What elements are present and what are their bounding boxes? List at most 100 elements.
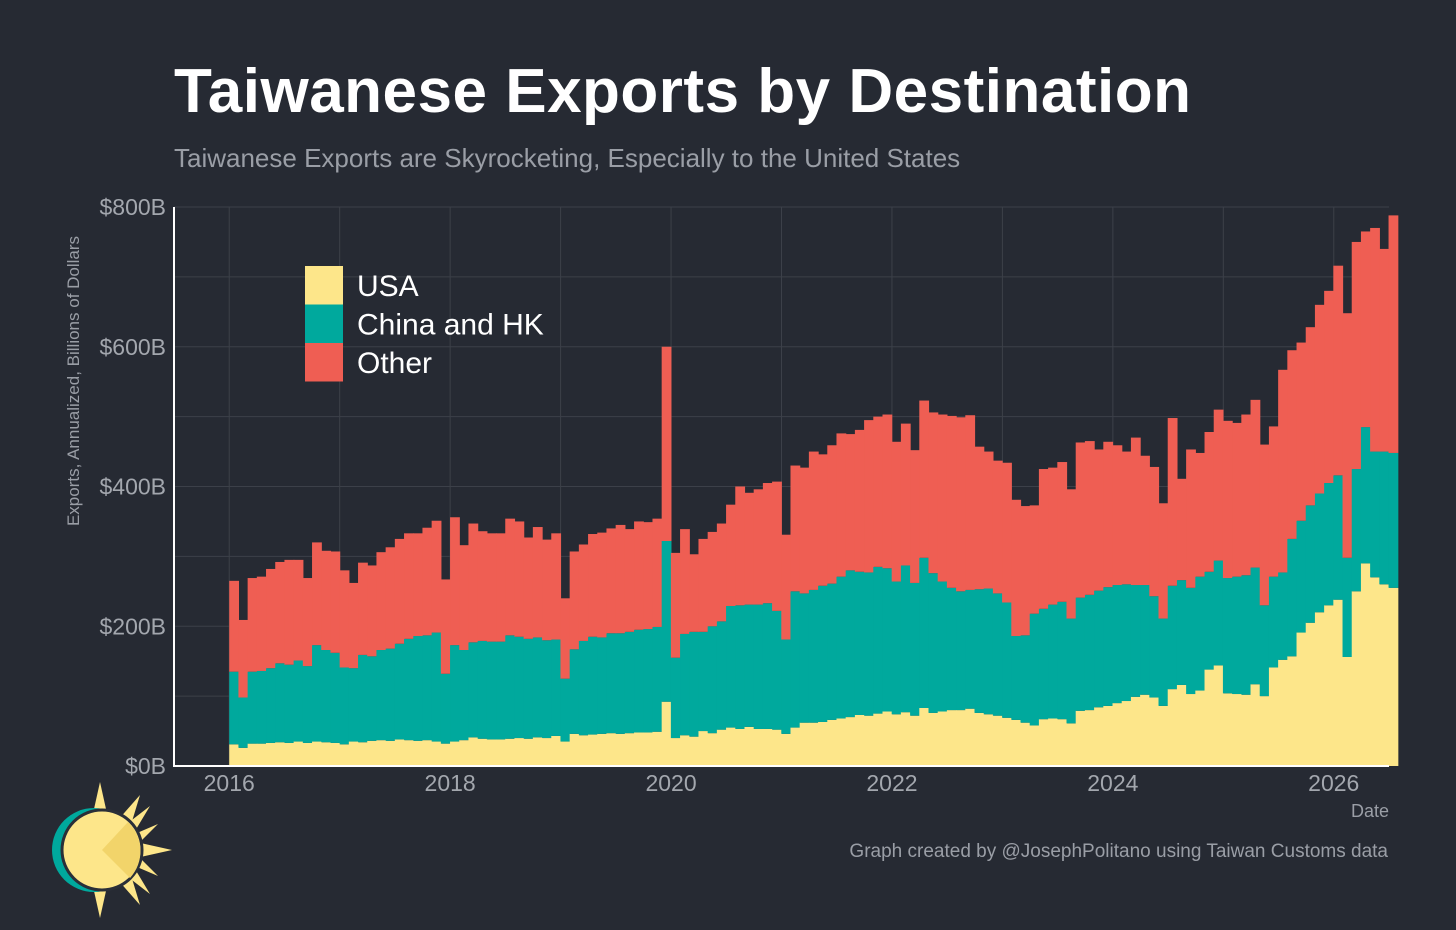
bar-segment-usa <box>624 733 635 766</box>
bar-segment-usa <box>882 711 893 766</box>
bar-segment-other <box>836 433 847 577</box>
bar-segment-usa <box>284 742 295 766</box>
bar-segment-usa <box>1066 723 1077 766</box>
bar-segment-other <box>956 417 966 592</box>
bar-segment-usa <box>1002 717 1012 766</box>
bar-segment-china-hk <box>808 589 819 723</box>
bar-segment-china-hk <box>744 604 755 727</box>
bar-segment-usa <box>1204 669 1215 766</box>
bar-segment-china-hk <box>680 633 690 736</box>
bar-segment-other <box>680 529 690 634</box>
bar-segment-other <box>256 576 267 671</box>
bar-segment-usa <box>735 728 746 766</box>
bar-segment-other <box>468 523 479 643</box>
bar-segment-usa <box>1038 719 1049 766</box>
bar-segment-other <box>496 533 506 642</box>
bar-segment-other <box>772 481 782 611</box>
bar-segment-usa <box>256 743 267 766</box>
bar-segment-china-hk <box>431 632 442 742</box>
bar-segment-china-hk <box>827 583 838 720</box>
bar-segment-china-hk <box>624 631 635 734</box>
bar-segment-china-hk <box>919 557 930 708</box>
bar-segment-usa <box>1296 632 1307 766</box>
bar-segment-china-hk <box>643 629 654 733</box>
bar-segment-china-hk <box>864 572 874 716</box>
bar-segment-china-hk <box>799 593 810 723</box>
bar-segment-other <box>790 465 801 592</box>
x-tick-label: 2018 <box>425 770 476 796</box>
bar-segment-usa <box>1324 605 1334 766</box>
bar-segment-usa <box>569 733 580 766</box>
bar-segment-usa <box>440 743 451 766</box>
bar-segment-usa <box>348 741 359 766</box>
bar-segment-china-hk <box>1213 560 1224 666</box>
bar-segment-usa <box>818 721 828 766</box>
bar-segment-china-hk <box>532 637 543 738</box>
bar-segment-other <box>937 414 948 582</box>
bar-segment-china-hk <box>1222 578 1233 694</box>
bar-segment-other <box>1250 399 1261 568</box>
bar-segment-other <box>413 533 424 637</box>
bar-segment-other <box>330 551 341 653</box>
bar-segment-usa <box>698 731 709 766</box>
bar-segment-usa <box>808 722 819 766</box>
chart-title: Taiwanese Exports by Destination <box>174 57 1192 126</box>
bar-segment-other <box>707 531 718 627</box>
bar-segment-usa <box>1287 656 1298 766</box>
bar-segment-other <box>367 565 378 657</box>
y-tick-label: $800B <box>99 194 166 220</box>
bar-segment-china-hk <box>496 641 506 740</box>
bar-segment-other <box>661 346 672 541</box>
bar-segment-usa <box>836 718 847 766</box>
bar-segment-china-hk <box>790 591 801 728</box>
bar-segment-china-hk <box>854 571 865 715</box>
bar-segment-usa <box>864 715 874 766</box>
bar-segment-other <box>1112 445 1123 586</box>
bar-segment-china-hk <box>1084 594 1095 711</box>
bar-segment-other <box>1057 462 1068 602</box>
bar-segment-other <box>293 559 304 661</box>
bar-segment-usa <box>827 719 838 766</box>
bar-segment-other <box>275 561 286 664</box>
bar-segment-china-hk <box>339 667 350 745</box>
bar-segment-usa <box>845 717 856 766</box>
bar-segment-other <box>514 521 525 637</box>
bar-segment-usa <box>496 739 506 766</box>
bar-segment-other <box>532 527 543 638</box>
bar-segment-other <box>1287 350 1298 539</box>
bar-segment-other <box>689 554 700 632</box>
bar-segment-other <box>762 483 773 604</box>
bar-segment-china-hk <box>670 657 681 739</box>
bar-segment-usa <box>459 740 470 766</box>
bar-segment-china-hk <box>1158 618 1169 706</box>
bar-segment-china-hk <box>726 605 736 728</box>
bar-segment-usa <box>514 738 525 766</box>
x-tick-labels: 2016 2018 2020 2022 2024 2026 <box>204 770 1360 796</box>
bar-segment-other <box>284 559 295 665</box>
bar-segment-other <box>394 538 405 644</box>
bar-segment-usa <box>238 747 249 766</box>
bar-segment-china-hk <box>542 640 552 739</box>
bar-segment-other <box>781 534 792 640</box>
bar-segment-usa <box>937 711 948 766</box>
bar-segment-china-hk <box>1305 505 1316 623</box>
bar-segment-china-hk <box>266 668 276 743</box>
bar-segment-usa <box>588 734 598 766</box>
bar-segment-usa <box>1333 599 1344 766</box>
axes <box>173 207 1389 767</box>
bar-segment-other <box>505 518 516 636</box>
x-tick-label: 2020 <box>645 770 696 796</box>
bar-segment-china-hk <box>385 648 396 741</box>
bar-segment-other <box>431 520 442 633</box>
bar-segment-other <box>965 415 976 590</box>
bar-segment-other <box>385 547 396 649</box>
bar-segment-other <box>422 527 433 636</box>
bar-segment-china-hk <box>578 640 589 736</box>
legend-swatch <box>305 304 343 343</box>
bar-segment-china-hk <box>818 585 828 722</box>
bar-segment-china-hk <box>1066 618 1077 724</box>
bar-segment-usa <box>376 740 387 766</box>
bar-segment-usa <box>1351 591 1362 766</box>
bar-segment-china-hk <box>1048 604 1058 719</box>
